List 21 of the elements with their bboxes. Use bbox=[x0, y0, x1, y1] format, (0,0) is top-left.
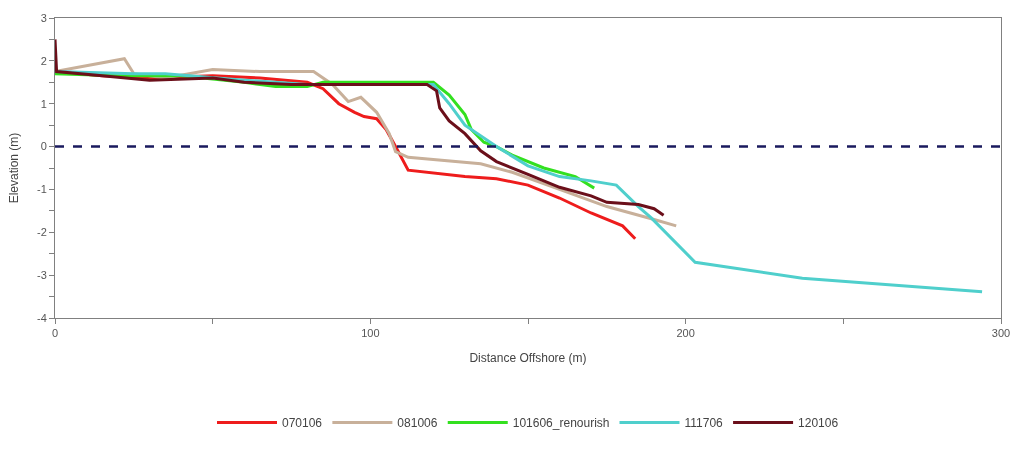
line-series bbox=[55, 37, 666, 217]
y-tick-label: -4 bbox=[37, 311, 47, 324]
legend-label: 081006 bbox=[397, 416, 438, 431]
y-tick-label: 0 bbox=[40, 140, 47, 153]
line-series bbox=[55, 57, 678, 228]
x-tick-label: 0 bbox=[51, 327, 59, 340]
x-tick-label: 200 bbox=[676, 327, 695, 340]
y-tick-label: 1 bbox=[40, 97, 47, 110]
legend-label: 101606_renourish bbox=[512, 416, 610, 431]
legend-label: 120106 bbox=[798, 416, 839, 431]
y-tick-label: -1 bbox=[37, 183, 47, 196]
x-axis-title: Distance Offshore (m) bbox=[469, 351, 587, 366]
x-tick-label: 100 bbox=[361, 327, 380, 340]
legend-label: 111706 bbox=[684, 416, 724, 431]
y-tick-label: 2 bbox=[40, 54, 47, 67]
legend-label: 070106 bbox=[282, 416, 323, 431]
y-tick-label: -2 bbox=[37, 226, 47, 239]
y-tick-label: 3 bbox=[40, 11, 47, 24]
y-tick-label: -3 bbox=[37, 268, 47, 281]
y-axis-title: Elevation (m) bbox=[7, 132, 22, 204]
x-tick-label: 300 bbox=[991, 327, 1011, 340]
